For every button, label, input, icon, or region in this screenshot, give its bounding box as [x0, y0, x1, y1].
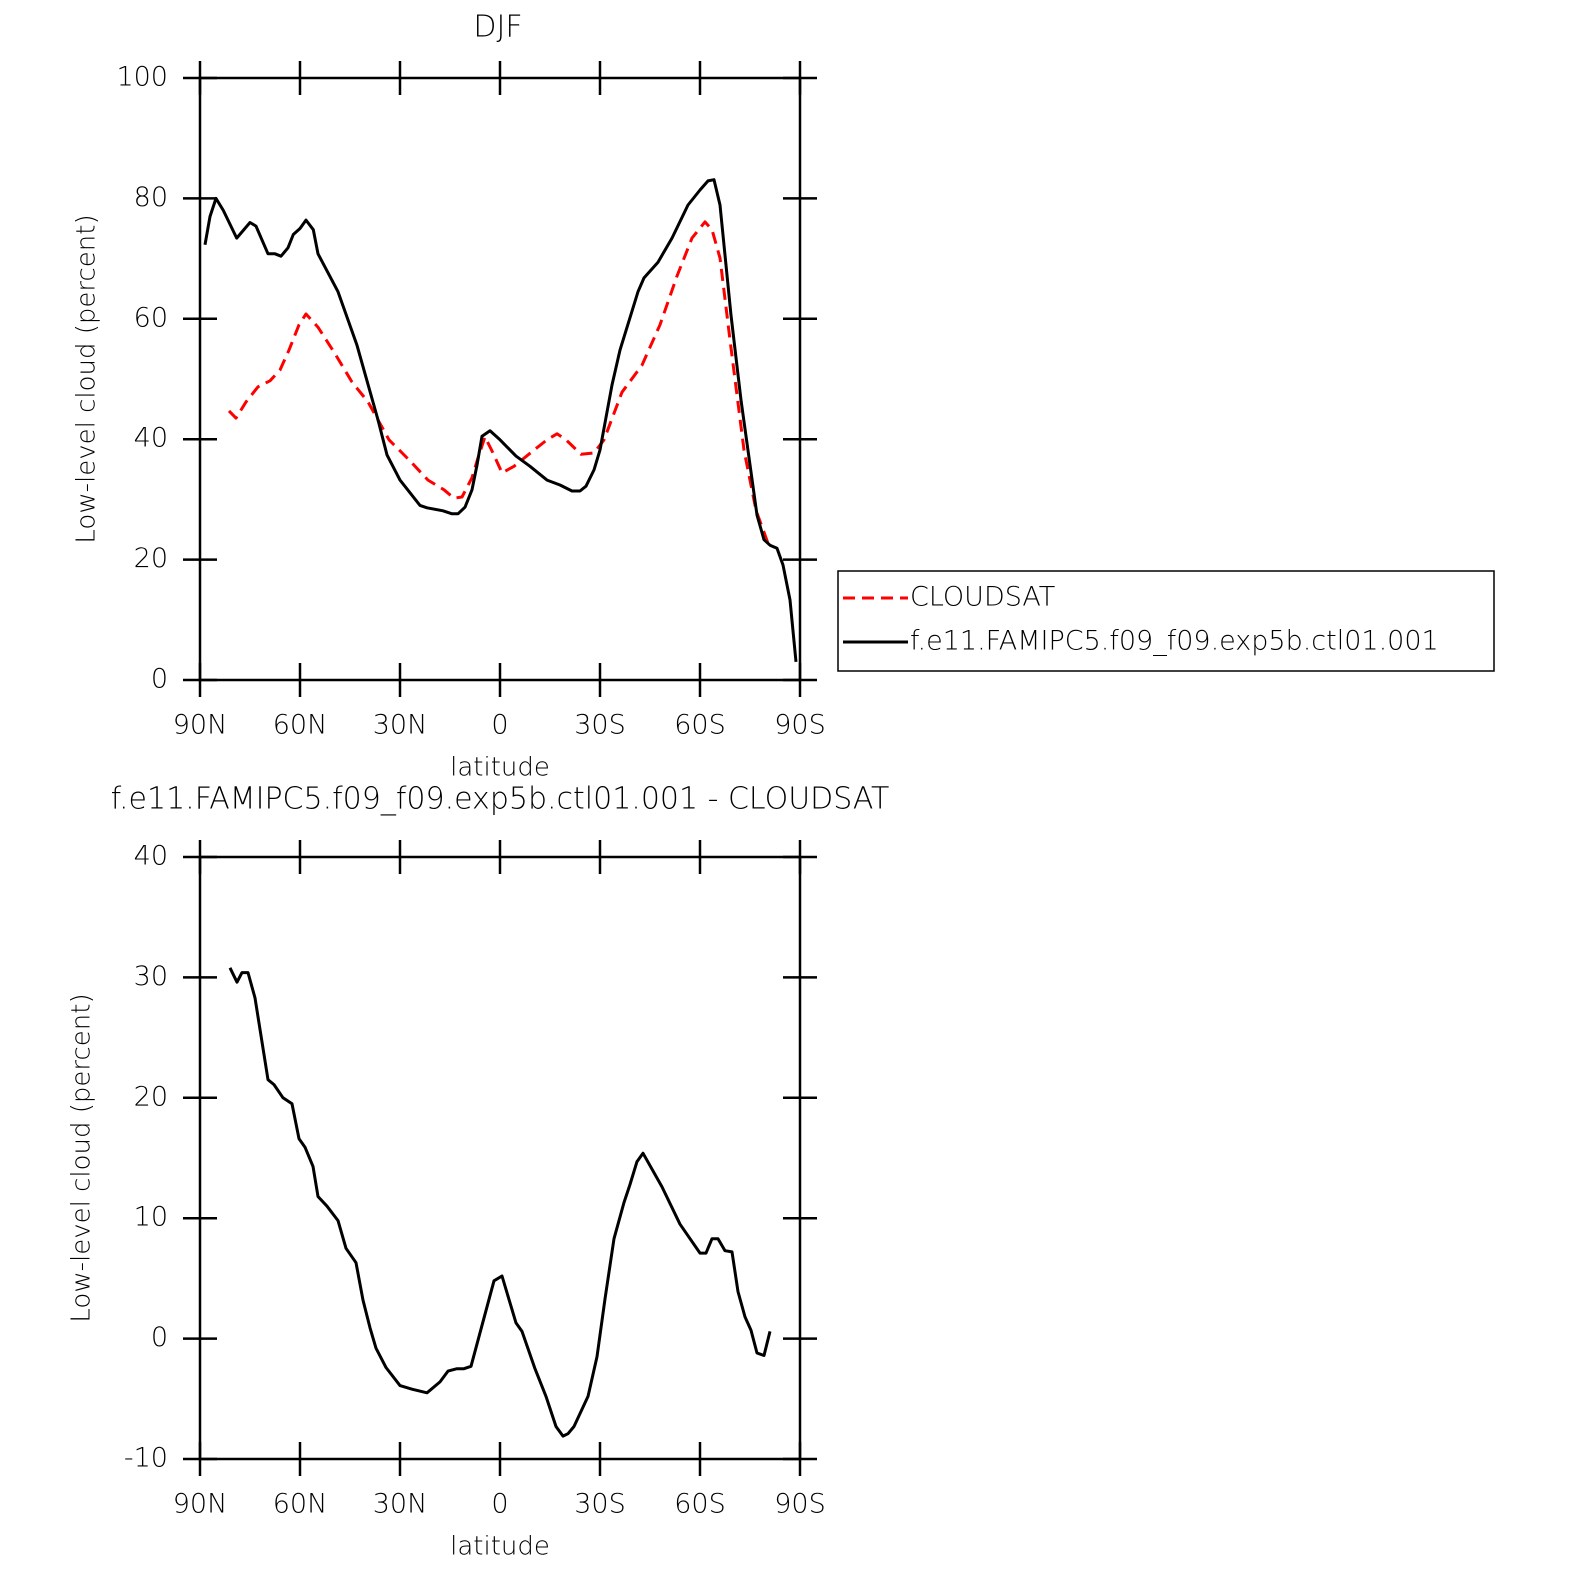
- y-tick-label: 0: [151, 1322, 168, 1353]
- data-line: [203, 178, 798, 663]
- y-tick-label: 0: [151, 664, 168, 695]
- y-tick-label: 20: [134, 1081, 168, 1112]
- plot-frame: [198, 855, 802, 1461]
- x-tick-label: 90S: [774, 710, 826, 741]
- y-axis-label: Low-level cloud (percent): [72, 214, 102, 543]
- x-axis-label: latitude: [450, 753, 550, 783]
- chart-title: f.e11.FAMIPC5.f09_f09.exp5b.ctl01.001 - …: [111, 782, 890, 817]
- y-tick-label: 40: [134, 841, 168, 872]
- x-tick-label: 60N: [273, 1489, 328, 1520]
- x-axis-label: latitude: [450, 1532, 550, 1562]
- data-line: [228, 967, 772, 1438]
- y-tick-label: 10: [134, 1202, 168, 1233]
- legend-label: CLOUDSAT: [910, 582, 1055, 613]
- y-tick-label: 80: [134, 182, 168, 213]
- plot-frame: [198, 76, 802, 682]
- x-tick-label: 60N: [273, 710, 328, 741]
- y-axis-label: Low-level cloud (percent): [67, 993, 97, 1322]
- x-tick-label: 60S: [674, 710, 726, 741]
- y-tick-label: 20: [134, 543, 168, 574]
- chart-title: DJF: [473, 10, 522, 45]
- y-tick-label: 40: [134, 423, 168, 454]
- x-tick-label: 30S: [574, 1489, 626, 1520]
- x-tick-label: 90N: [173, 710, 228, 741]
- y-tick-label: -10: [124, 1443, 168, 1474]
- x-tick-label: 30S: [574, 710, 626, 741]
- x-tick-label: 30N: [373, 710, 428, 741]
- x-tick-label: 60S: [674, 1489, 726, 1520]
- y-tick-label: 100: [116, 62, 168, 93]
- y-tick-label: 60: [134, 302, 168, 333]
- y-tick-label: 30: [134, 961, 168, 992]
- legend-box: [837, 570, 1495, 672]
- legend-label: f.e11.FAMIPC5.f09_f09.exp5b.ctl01.001: [910, 626, 1439, 657]
- x-tick-label: 90N: [173, 1489, 228, 1520]
- data-line: [227, 220, 772, 550]
- x-tick-label: 30N: [373, 1489, 428, 1520]
- x-tick-label: 0: [491, 1489, 508, 1520]
- x-tick-label: 0: [491, 710, 508, 741]
- x-tick-label: 90S: [774, 1489, 826, 1520]
